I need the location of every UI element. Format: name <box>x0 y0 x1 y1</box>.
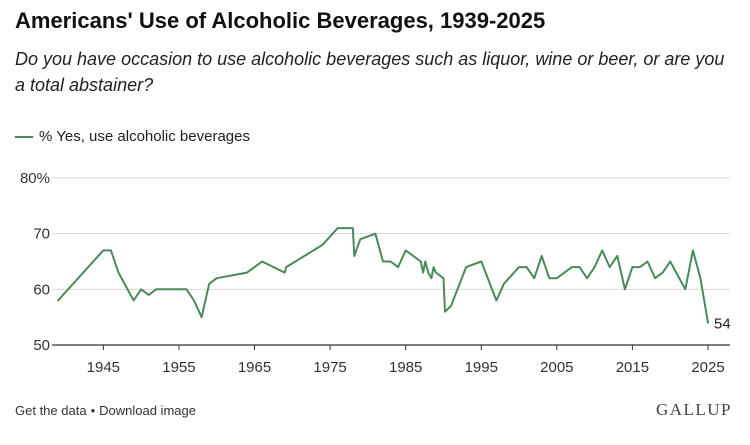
x-tick-label: 2025 <box>691 359 724 376</box>
x-tick-label: 1945 <box>87 359 120 376</box>
chart-footer: Get the data • Download image <box>15 403 196 418</box>
footer-separator: • <box>90 403 96 418</box>
download-image-link[interactable]: Download image <box>99 403 196 418</box>
y-tick-label: 60 <box>33 281 50 298</box>
x-tick-label: 2005 <box>540 359 573 376</box>
y-tick-label: 80% <box>20 170 50 187</box>
chart-legend: % Yes, use alcoholic beverages <box>15 128 250 145</box>
series-line <box>57 227 709 324</box>
legend-label: % Yes, use alcoholic beverages <box>39 128 250 145</box>
x-tick-label: 1995 <box>465 359 498 376</box>
chart-title: Americans' Use of Alcoholic Beverages, 1… <box>15 8 546 33</box>
gallup-logo: GALLUP <box>655 400 732 419</box>
get-data-link[interactable]: Get the data <box>15 403 87 418</box>
end-value-label: 54 <box>714 316 731 333</box>
y-tick-label: 50 <box>33 337 50 354</box>
legend-line-swatch <box>15 135 33 138</box>
x-tick-label: 2015 <box>616 359 649 376</box>
x-tick-label: 1985 <box>389 359 422 376</box>
x-tick-label: 1955 <box>162 359 195 376</box>
x-tick-label: 1965 <box>238 359 271 376</box>
chart-subtitle: Do you have occasion to use alcoholic be… <box>15 49 725 95</box>
y-tick-label: 70 <box>33 226 50 243</box>
x-tick-label: 1975 <box>313 359 346 376</box>
